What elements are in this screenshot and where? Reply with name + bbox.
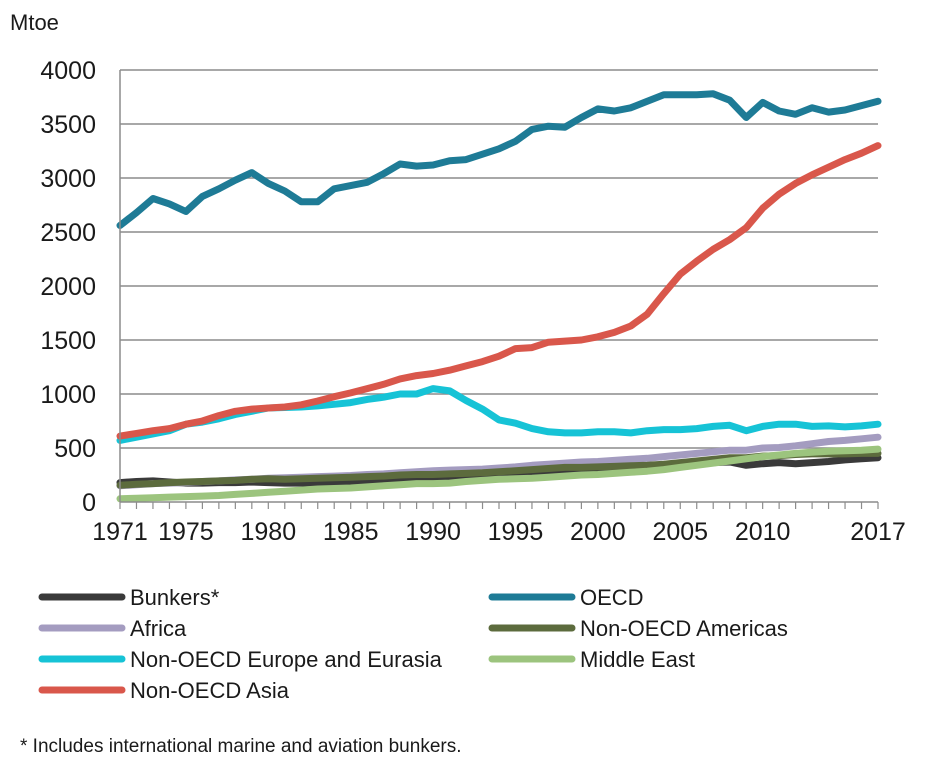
series-line-non-oecd-asia bbox=[116, 142, 882, 440]
legend: Bunkers* OECD Africa Non-OECD Americas Non-O… bbox=[38, 585, 788, 703]
legend-label: Africa bbox=[130, 616, 187, 641]
y-tick-label: 3000 bbox=[40, 165, 96, 193]
legend-item-non-oecd-europe-and-eurasia: Non-OECD Europe and Eurasia bbox=[38, 647, 443, 672]
x-tick-label: 2010 bbox=[735, 518, 791, 546]
legend-label: Non-OECD Americas bbox=[580, 616, 788, 641]
footnote: * Includes international marine and avia… bbox=[20, 736, 462, 757]
x-tick-label: 1971 bbox=[92, 518, 148, 546]
legend-item-africa: Africa bbox=[38, 616, 187, 641]
legend-label: Non-OECD Asia bbox=[130, 678, 290, 703]
series-line-oecd bbox=[116, 90, 882, 229]
x-tick-label: 1985 bbox=[323, 518, 379, 546]
y-tick-label: 2000 bbox=[40, 273, 96, 301]
y-tick-label: 500 bbox=[54, 435, 96, 463]
axes: 0 500 1000 1500 2000 2500 3000 3500 4000 1971 1975… bbox=[40, 57, 905, 546]
x-tick-label: 1980 bbox=[240, 518, 296, 546]
legend-item-middle-east: Middle East bbox=[488, 647, 695, 672]
legend-item-bunkers: Bunkers* bbox=[38, 585, 220, 610]
x-tick-label: 1990 bbox=[405, 518, 461, 546]
series-lines bbox=[116, 90, 882, 503]
gridlines bbox=[120, 69, 878, 449]
series-line-middle-east bbox=[116, 445, 882, 503]
legend-label: Non-OECD Europe and Eurasia bbox=[130, 647, 443, 672]
y-tick-label: 0 bbox=[82, 489, 96, 517]
legend-label: Middle East bbox=[580, 647, 695, 672]
legend-item-oecd: OECD bbox=[488, 585, 644, 610]
legend-label: OECD bbox=[580, 585, 644, 610]
x-tick-label: 2000 bbox=[570, 518, 626, 546]
y-tick-label: 2500 bbox=[40, 219, 96, 247]
y-tick-label: 1500 bbox=[40, 327, 96, 355]
y-tick-label: 4000 bbox=[40, 57, 96, 85]
y-tick-label: 3500 bbox=[40, 111, 96, 139]
y-tick-label: 1000 bbox=[40, 381, 96, 409]
x-tick-label: 1995 bbox=[488, 518, 544, 546]
x-tick-label: 2017 bbox=[850, 518, 906, 546]
x-tick-label: 2005 bbox=[652, 518, 708, 546]
legend-item-non-oecd-asia: Non-OECD Asia bbox=[38, 678, 290, 703]
legend-label: Bunkers* bbox=[130, 585, 220, 610]
legend-item-non-oecd-americas: Non-OECD Americas bbox=[488, 616, 788, 641]
x-tick-label: 1975 bbox=[158, 518, 214, 546]
y-axis-unit-label: Mtoe bbox=[10, 10, 59, 35]
